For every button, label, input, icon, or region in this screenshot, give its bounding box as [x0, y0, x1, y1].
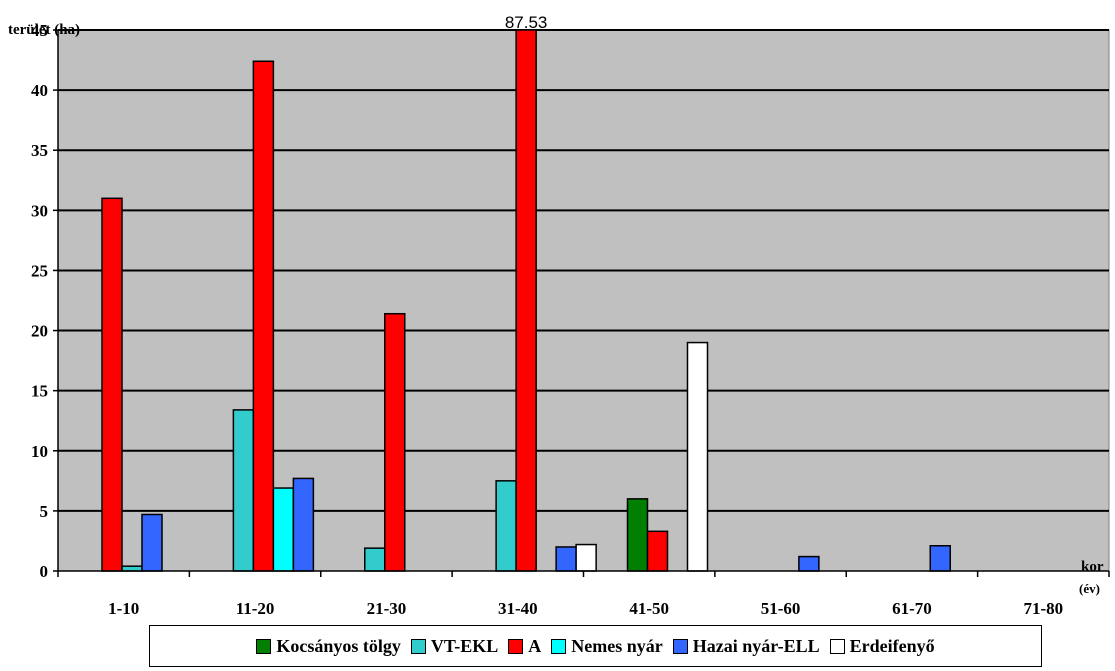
x-axis-label: kor — [1081, 559, 1104, 575]
legend-label: A — [528, 635, 542, 656]
legend-swatch — [672, 638, 688, 654]
bar — [929, 545, 951, 572]
legend-item: Kocsányos tölgy — [256, 636, 401, 657]
bar — [272, 487, 295, 572]
bar — [364, 547, 386, 572]
y-tick-label: 0 — [40, 562, 49, 581]
legend-item: Nemes nyár — [551, 635, 663, 657]
legend-label: VT-EKL — [430, 635, 499, 656]
legend-item: A — [508, 636, 541, 657]
bar — [141, 513, 163, 572]
x-tick-label: 11-20 — [236, 599, 275, 618]
legend-label: Nemes nyár — [571, 635, 663, 656]
x-tick-label: 1-10 — [108, 599, 139, 618]
bar — [384, 312, 406, 572]
y-tick-label: 15 — [31, 382, 48, 401]
legend-item: VT-EKL — [410, 635, 499, 657]
bar — [495, 480, 517, 572]
x-tick-label: 71-80 — [1023, 599, 1063, 618]
y-tick-label: 40 — [31, 81, 48, 100]
legend-swatch — [256, 638, 272, 654]
x-tick-label: 31-40 — [498, 599, 538, 618]
bar — [555, 546, 577, 572]
legend-swatch — [551, 638, 567, 654]
y-tick-label: 25 — [31, 261, 48, 280]
y-tick-label: 20 — [31, 322, 48, 341]
y-tick-label: 30 — [31, 201, 48, 220]
legend-swatch — [829, 638, 845, 654]
legend: Kocsányos tölgy VT-EKL A Nemes nyár Hazai ny… — [149, 625, 1042, 667]
data-label: 87.53 — [505, 13, 548, 32]
bar — [575, 543, 597, 572]
x-tick-label: 61-70 — [892, 599, 932, 618]
legend-label: Erdeifenyő — [849, 635, 935, 656]
axes — [53, 29, 1110, 577]
bar — [798, 555, 820, 572]
bars — [101, 29, 951, 572]
legend-item: Hazai nyár-ELL — [672, 635, 820, 657]
bar — [101, 197, 123, 572]
bar — [252, 60, 275, 572]
y-tick-label: 35 — [31, 141, 48, 160]
legend-item: Erdeifenyő — [829, 635, 935, 657]
y-tick-label: 45 — [31, 21, 48, 40]
y-axis-label: terület (ha) — [8, 22, 80, 38]
legend-label: Kocsányos tölgy — [276, 635, 401, 656]
bar-chart-svg: 0 5 10 15 20 25 30 35 40 45 87.53 1-10 11-20 21-30 31-… — [8, 13, 1110, 618]
bar — [292, 477, 315, 572]
x-axis-unit-label: (év) — [1079, 581, 1100, 596]
tick-labels: 0 5 10 15 20 25 30 35 40 45 87.53 1-10 11-20 21-30 31-… — [31, 13, 1063, 618]
y-tick-label: 10 — [31, 442, 48, 461]
bar — [686, 341, 709, 572]
bar — [232, 409, 255, 572]
legend-label: Hazai nyár-ELL — [692, 635, 820, 656]
x-tick-label: 21-30 — [367, 599, 407, 618]
bar — [626, 498, 649, 572]
y-tick-label: 5 — [40, 502, 49, 521]
plot-background — [57, 29, 1110, 572]
x-tick-label: 41-50 — [629, 599, 669, 618]
plot-area — [57, 29, 1110, 572]
bar — [646, 530, 669, 572]
x-tick-label: 51-60 — [761, 599, 801, 618]
bar — [515, 29, 537, 572]
legend-swatch — [508, 638, 524, 654]
legend-swatch — [410, 638, 426, 654]
